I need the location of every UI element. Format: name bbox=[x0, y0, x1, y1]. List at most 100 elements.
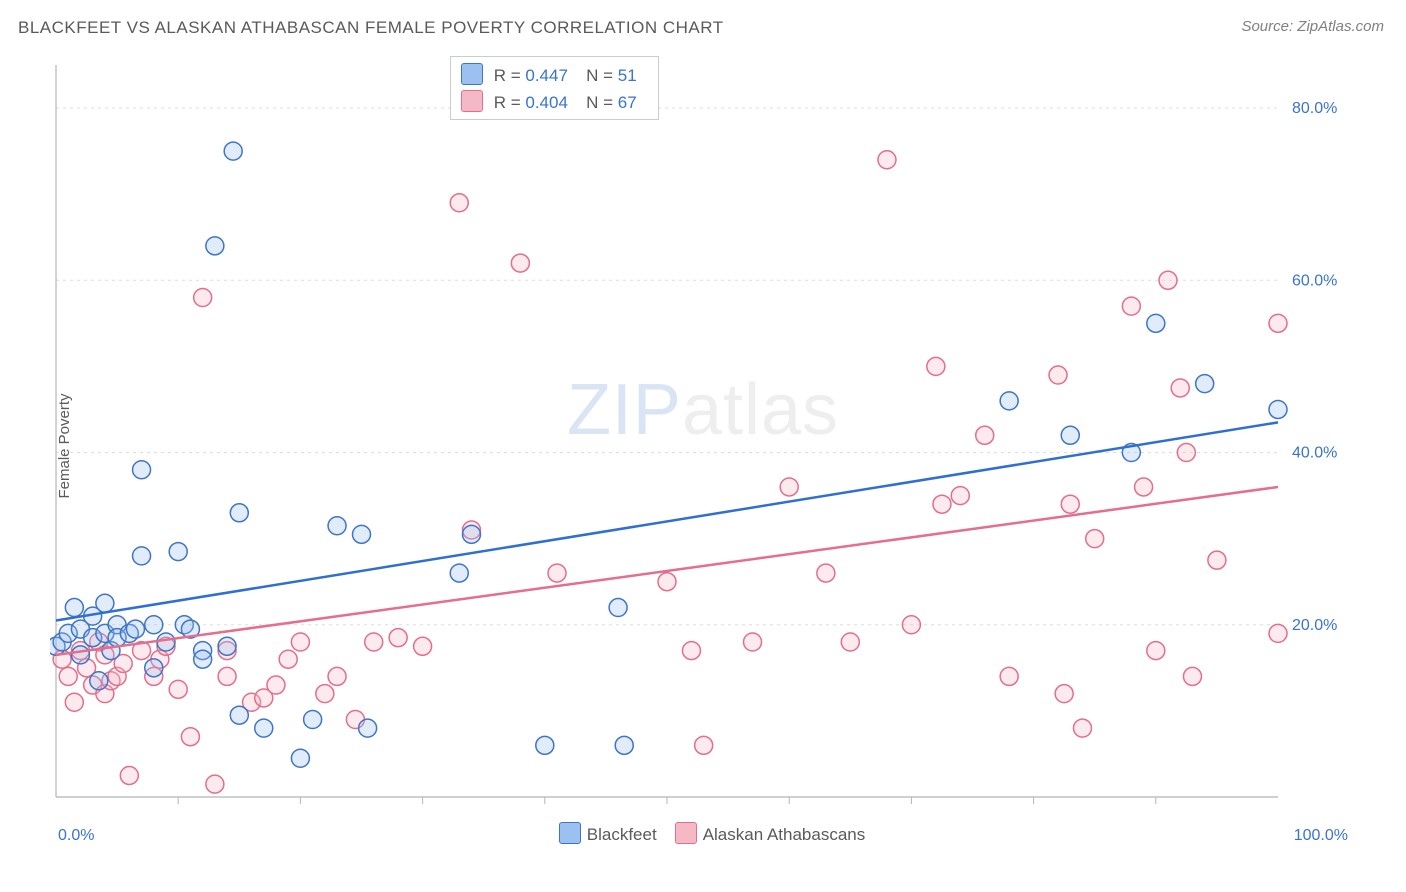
data-point bbox=[1269, 400, 1287, 418]
data-point bbox=[59, 667, 77, 685]
data-point bbox=[194, 289, 212, 307]
data-point bbox=[1183, 667, 1201, 685]
legend-row: R = 0.447 N = 51 bbox=[461, 61, 648, 88]
legend-r-label: R = bbox=[489, 66, 525, 85]
data-point bbox=[1147, 314, 1165, 332]
data-point bbox=[951, 487, 969, 505]
legend-series-label: Blackfeet bbox=[587, 825, 657, 844]
scatter-plot: 20.0%40.0%60.0%80.0% bbox=[50, 55, 1350, 815]
data-point bbox=[1269, 624, 1287, 642]
data-point bbox=[291, 749, 309, 767]
data-point bbox=[230, 706, 248, 724]
data-point bbox=[169, 543, 187, 561]
legend-n-label: N = bbox=[581, 66, 617, 85]
data-point bbox=[902, 616, 920, 634]
data-point bbox=[841, 633, 859, 651]
legend-r-value: 0.447 bbox=[525, 66, 581, 86]
data-point bbox=[96, 594, 114, 612]
legend-swatch bbox=[461, 63, 483, 85]
data-point bbox=[609, 599, 627, 617]
data-point bbox=[780, 478, 798, 496]
data-point bbox=[933, 495, 951, 513]
data-point bbox=[145, 616, 163, 634]
data-point bbox=[1135, 478, 1153, 496]
data-point bbox=[1208, 551, 1226, 569]
data-point bbox=[1177, 444, 1195, 462]
data-point bbox=[224, 142, 242, 160]
data-point bbox=[157, 633, 175, 651]
data-point bbox=[65, 599, 83, 617]
correlation-legend: R = 0.447 N = 51 R = 0.404 N = 67 bbox=[450, 56, 659, 120]
legend-r-label: R = bbox=[489, 93, 525, 112]
data-point bbox=[1171, 379, 1189, 397]
legend-row: R = 0.404 N = 67 bbox=[461, 88, 648, 115]
data-point bbox=[1049, 366, 1067, 384]
data-point bbox=[1061, 426, 1079, 444]
data-point bbox=[267, 676, 285, 694]
data-point bbox=[316, 685, 334, 703]
y-tick-label: 40.0% bbox=[1292, 445, 1337, 462]
data-point bbox=[353, 525, 371, 543]
data-point bbox=[1269, 314, 1287, 332]
data-point bbox=[218, 637, 236, 655]
data-point bbox=[279, 650, 297, 668]
data-point bbox=[291, 633, 309, 651]
data-point bbox=[230, 504, 248, 522]
data-point bbox=[462, 525, 480, 543]
data-point bbox=[450, 564, 468, 582]
data-point bbox=[120, 766, 138, 784]
data-point bbox=[206, 775, 224, 793]
data-point bbox=[695, 736, 713, 754]
data-point bbox=[133, 461, 151, 479]
data-point bbox=[1147, 642, 1165, 660]
source-attribution: Source: ZipAtlas.com bbox=[1241, 18, 1384, 35]
data-point bbox=[1086, 530, 1104, 548]
data-point bbox=[194, 650, 212, 668]
data-point bbox=[878, 151, 896, 169]
data-point bbox=[1159, 271, 1177, 289]
legend-swatch bbox=[461, 90, 483, 112]
y-tick-label: 60.0% bbox=[1292, 272, 1337, 289]
data-point bbox=[181, 728, 199, 746]
data-point bbox=[414, 637, 432, 655]
data-point bbox=[206, 237, 224, 255]
data-point bbox=[218, 667, 236, 685]
data-point bbox=[169, 680, 187, 698]
data-point bbox=[133, 547, 151, 565]
data-point bbox=[1000, 667, 1018, 685]
legend-n-value: 51 bbox=[618, 66, 648, 86]
data-point bbox=[1196, 375, 1214, 393]
data-point bbox=[548, 564, 566, 582]
legend-n-label: N = bbox=[581, 93, 617, 112]
data-point bbox=[65, 693, 83, 711]
data-point bbox=[1122, 297, 1140, 315]
data-point bbox=[359, 719, 377, 737]
y-tick-label: 20.0% bbox=[1292, 617, 1337, 634]
data-point bbox=[1055, 685, 1073, 703]
data-point bbox=[927, 357, 945, 375]
data-point bbox=[126, 620, 144, 638]
data-point bbox=[328, 517, 346, 535]
data-point bbox=[1000, 392, 1018, 410]
data-point bbox=[536, 736, 554, 754]
legend-swatch bbox=[675, 822, 697, 844]
legend-series-label: Alaskan Athabascans bbox=[703, 825, 866, 844]
data-point bbox=[71, 646, 89, 664]
data-point bbox=[389, 629, 407, 647]
legend-r-value: 0.404 bbox=[525, 93, 581, 113]
legend-swatch bbox=[559, 822, 581, 844]
series-legend: Blackfeet Alaskan Athabascans bbox=[0, 822, 1406, 845]
data-point bbox=[1061, 495, 1079, 513]
data-point bbox=[145, 659, 163, 677]
data-point bbox=[328, 667, 346, 685]
legend-n-value: 67 bbox=[618, 93, 648, 113]
data-point bbox=[615, 736, 633, 754]
chart-title: BLACKFEET VS ALASKAN ATHABASCAN FEMALE P… bbox=[18, 18, 724, 38]
data-point bbox=[90, 672, 108, 690]
data-point bbox=[450, 194, 468, 212]
data-point bbox=[744, 633, 762, 651]
data-point bbox=[1073, 719, 1091, 737]
data-point bbox=[682, 642, 700, 660]
data-point bbox=[304, 710, 322, 728]
data-point bbox=[817, 564, 835, 582]
